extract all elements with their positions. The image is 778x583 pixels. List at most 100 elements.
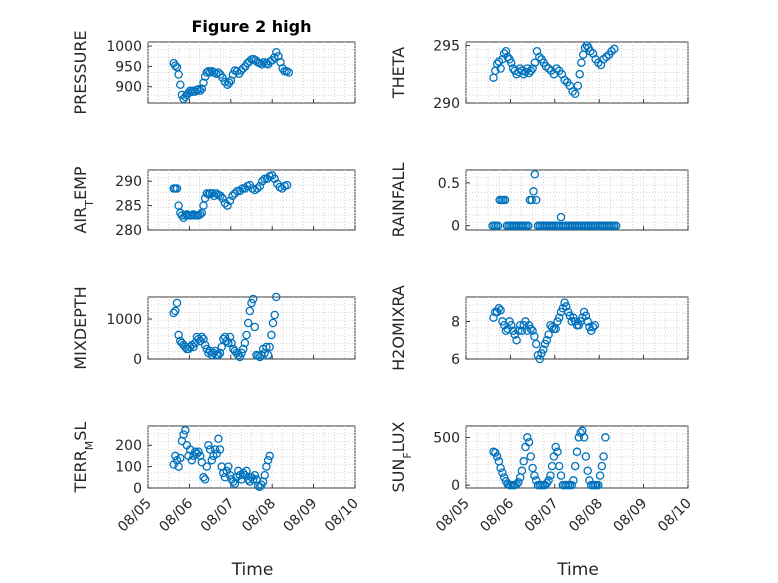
data-point [575,69,584,79]
data-point [270,174,279,184]
subplot-sun-flux: 0 500 08/05 08/06 08/07 08/08 08/09 08/10 SUNFLU… [389,421,695,580]
data-series [488,170,621,230]
y-tick-label: 0 [451,219,460,235]
data-point [270,310,279,320]
data-point [258,176,267,186]
data-point [599,55,608,64]
data-point [263,350,273,360]
data-point [267,330,276,340]
data-point [243,318,253,328]
y-tick-label: 290 [115,174,142,190]
subplot-air-temp: 280 285 290 AIRTEMP [71,166,356,239]
data-point [265,451,274,461]
grid [147,170,356,230]
y-tick-label: 200 [115,438,142,454]
x-tick-label: 08/05 [115,496,155,536]
data-point [214,350,223,360]
x-tick-label: 08/07 [522,496,562,536]
y-tick-label: 500 [433,430,460,446]
data-point [268,318,278,328]
y-axis-label: AIRTEMP [71,166,96,233]
x-tick-label: 08/09 [611,496,651,536]
data-point [172,184,182,193]
data-point [171,451,180,461]
data-point [262,342,271,352]
data-point [552,64,561,73]
data-point [500,195,510,205]
data-point [253,184,262,193]
data-point [270,53,279,62]
data-point [574,433,584,442]
data-point [570,89,580,99]
x-tick-label: 08/09 [281,496,321,536]
data-point [199,78,208,87]
data-point [250,322,260,332]
data-point [514,478,523,487]
data-point [195,86,205,96]
data-point [530,58,540,67]
data-series [169,47,294,104]
data-series [489,298,600,364]
data-point [601,433,610,442]
data-point [528,64,537,73]
data-point [255,181,265,191]
data-point [530,332,539,341]
data-point [551,324,560,334]
data-point [524,437,534,447]
y-tick-label: 0 [133,481,142,497]
data-point [570,461,580,471]
data-point [546,471,555,480]
data-point [542,335,552,345]
y-tick-label: 6 [451,352,460,368]
data-point [242,466,251,476]
data-point [174,462,183,471]
data-point [238,64,248,73]
y-axis-label: RAINFALL [389,163,408,238]
y-tick-label: 1000 [106,312,142,328]
data-point [220,77,230,87]
data-point [507,320,516,330]
data-point [531,339,541,349]
y-axis-label: MIXDEPTH [71,286,90,369]
data-point [189,342,198,352]
data-point [581,452,591,461]
data-point [539,345,548,354]
y-tick-label: 900 [115,80,142,96]
data-point [223,201,232,210]
data-point [197,84,207,94]
data-point [569,476,578,485]
data-point [216,191,225,201]
data-point [498,468,507,477]
subplot-rainfall: 0 0.5 RAINFALL [389,163,689,238]
data-point [496,305,505,315]
data-point [199,473,208,482]
data-point [594,480,603,490]
y-tick-label: 0 [451,478,460,494]
x-tick-label: 08/10 [322,496,362,536]
data-point [260,174,269,184]
data-point [567,480,576,490]
data-point [176,453,185,463]
x-tick-label: 08/10 [655,496,695,536]
data-point [517,466,527,476]
data-point [526,324,536,334]
data-point [179,430,188,439]
data-point [242,330,251,340]
data-series [169,171,292,223]
x-tick-label: 08/07 [198,496,238,536]
data-point [171,61,180,70]
data-point [199,334,208,344]
data-point [526,452,536,461]
data-point [228,191,237,201]
x-axis-label: Time [556,560,599,580]
y-tick-label: 285 [115,199,142,215]
y-tick-label: 0.5 [438,176,460,192]
subplot-terr-msl: 0 100 200 08/05 08/06 08/07 08/08 08/09 08/10 TER… [71,422,362,580]
data-point [523,433,532,442]
data-point [176,80,185,89]
data-point [579,433,589,442]
y-tick-label: 950 [115,59,142,75]
data-point [528,326,537,336]
data-point [507,58,516,67]
data-point [215,348,225,358]
